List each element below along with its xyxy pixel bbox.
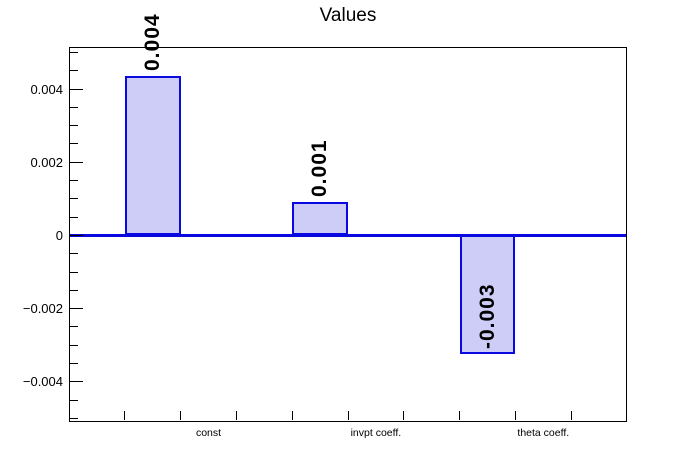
bar-theta-coeff- <box>459 235 516 355</box>
x-category-label: const <box>195 427 222 439</box>
y-minor-tick <box>70 326 78 328</box>
x-tick <box>124 411 126 420</box>
y-major-tick <box>70 308 83 310</box>
y-minor-tick <box>70 70 78 72</box>
y-minor-tick <box>70 344 78 346</box>
y-minor-tick <box>70 143 78 145</box>
y-minor-tick <box>70 399 78 401</box>
x-tick <box>180 411 182 420</box>
y-minor-tick <box>70 271 78 273</box>
x-tick <box>235 411 237 420</box>
x-tick <box>459 411 461 420</box>
y-major-tick <box>70 88 83 90</box>
y-minor-tick <box>70 106 78 108</box>
zero-line <box>70 233 626 237</box>
y-minor-tick <box>70 125 78 127</box>
y-minor-tick <box>70 417 78 419</box>
bar-value-label: -0.003 <box>475 283 499 350</box>
y-minor-tick <box>70 362 78 364</box>
y-tick-label: −0.002 <box>22 301 63 317</box>
x-tick <box>570 411 572 420</box>
y-tick-label: 0 <box>55 227 63 243</box>
plot-frame <box>69 47 627 422</box>
x-tick <box>291 411 293 420</box>
x-category-label: invpt coeff. <box>350 427 402 439</box>
bar-value-label: 0.004 <box>140 13 164 71</box>
y-minor-tick <box>70 216 78 218</box>
y-minor-tick <box>70 180 78 182</box>
x-category-label: theta coeff. <box>517 427 570 439</box>
x-tick <box>347 411 349 420</box>
y-tick-label: −0.004 <box>22 374 63 390</box>
chart-title: Values <box>319 5 377 26</box>
x-tick <box>514 411 516 420</box>
bar-value-label: 0.001 <box>308 139 332 198</box>
y-tick-label: 0.004 <box>30 81 63 97</box>
y-major-tick <box>70 381 83 383</box>
x-tick <box>403 411 405 420</box>
y-minor-tick <box>70 198 78 200</box>
y-minor-tick <box>70 51 78 53</box>
y-minor-tick <box>70 253 78 255</box>
bar-invpt-coeff- <box>292 202 348 236</box>
y-major-tick <box>70 234 83 236</box>
y-tick-label: 0.002 <box>30 154 63 170</box>
y-minor-tick <box>70 289 78 291</box>
bar-const <box>124 75 181 236</box>
y-major-tick <box>70 161 83 163</box>
